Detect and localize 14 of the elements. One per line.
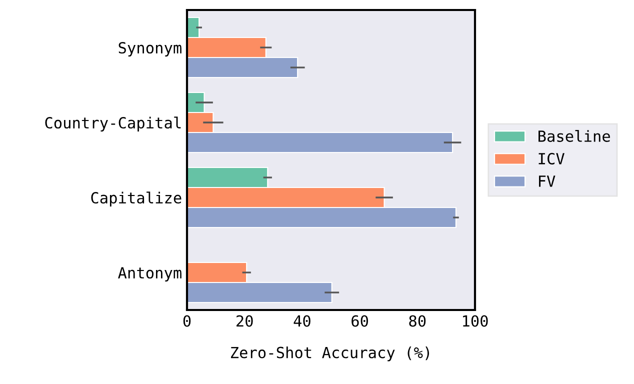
y-tick-label: Antonym	[118, 267, 182, 282]
x-tick-label: 80	[409, 315, 426, 327]
x-axis-title: Zero-Shot Accuracy (%)	[230, 346, 430, 362]
legend-label: Baseline	[538, 130, 610, 142]
x-tick-label: 60	[352, 315, 368, 327]
legend-label: FV	[539, 176, 556, 187]
x-tick-label: 20	[236, 315, 253, 327]
y-tick-label: Country-Capital	[45, 116, 181, 132]
x-tick-label: 100	[463, 315, 488, 327]
x-tick-label: 40	[294, 315, 310, 327]
y-tick-label: Synonym	[118, 42, 182, 57]
y-tick-label: Capitalize	[91, 192, 182, 207]
x-tick-label: 0	[183, 315, 191, 327]
legend-label: ICV	[538, 152, 564, 164]
